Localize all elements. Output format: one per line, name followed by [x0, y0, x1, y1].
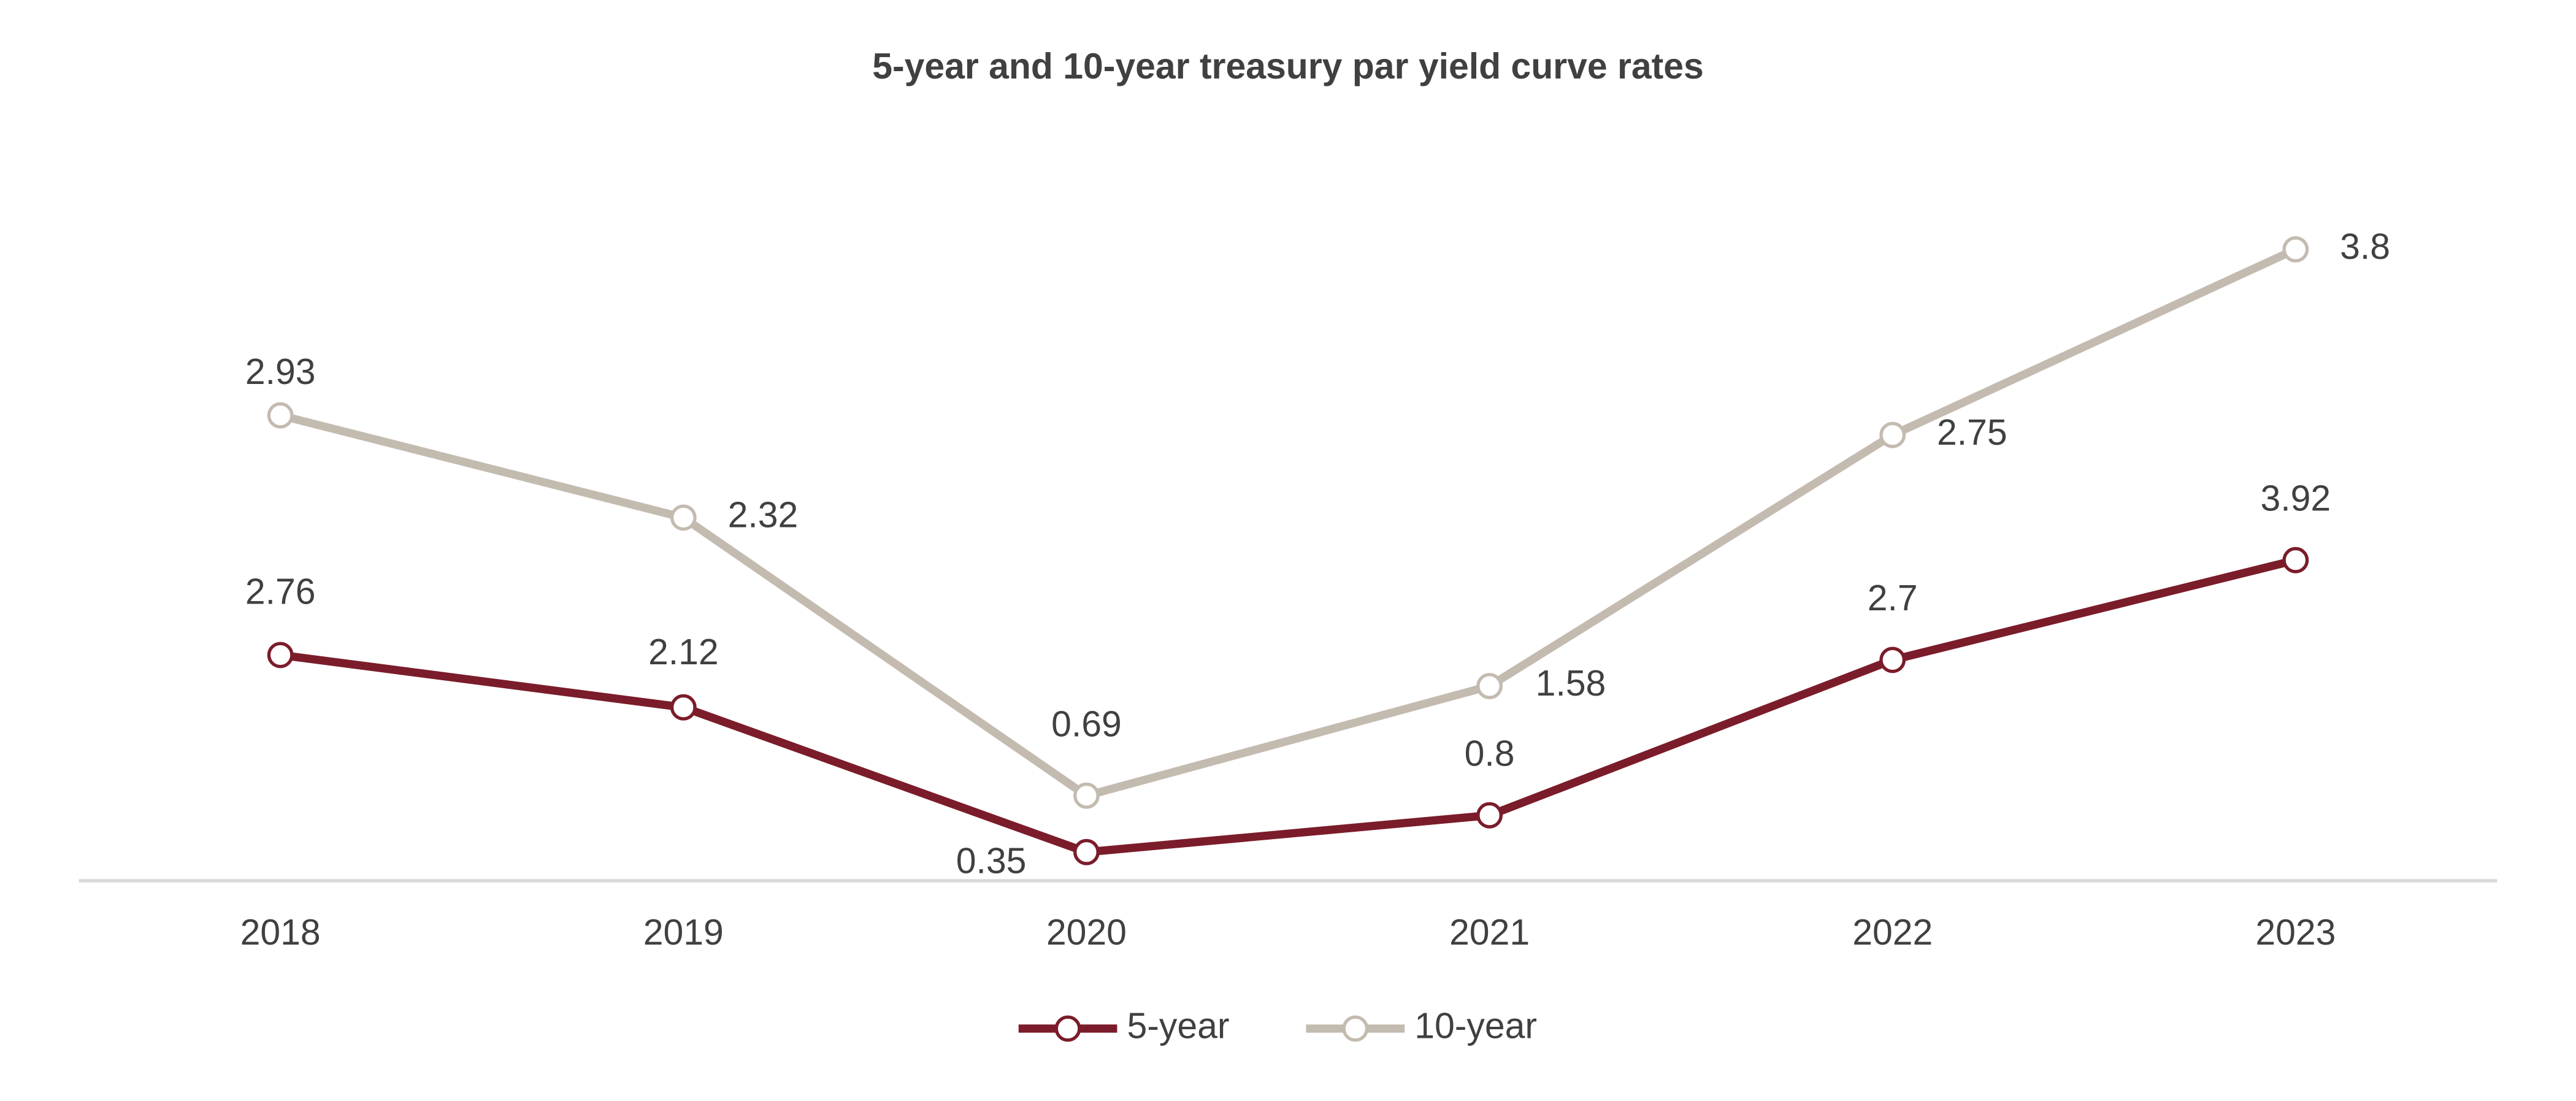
data-label: 3.92: [2261, 478, 2331, 518]
marker: [1476, 673, 1503, 699]
marker: [670, 694, 697, 721]
legend-label: 5-year: [1127, 1007, 1230, 1046]
legend-label: 10-year: [1414, 1007, 1537, 1046]
series-line: [279, 245, 2298, 800]
data-label: 2.32: [728, 495, 799, 535]
marker: [670, 504, 697, 531]
x-tick-label: 2019: [643, 913, 724, 953]
x-tick-label: 2018: [240, 913, 321, 953]
data-label: 2.7: [1868, 578, 1918, 618]
x-tick-label: 2021: [1449, 913, 1530, 953]
marker: [2282, 236, 2309, 263]
marker: [1073, 838, 1100, 865]
marker: [1879, 421, 1906, 448]
data-label: 2.75: [1937, 413, 2007, 453]
data-label: 0.8: [1465, 734, 1515, 773]
data-label: 2.93: [245, 352, 316, 392]
x-tick-label: 2023: [2255, 913, 2336, 953]
series-line: [280, 556, 2297, 856]
x-tick-label: 2022: [1852, 913, 1933, 953]
marker: [267, 402, 294, 429]
data-label: 1.58: [1536, 664, 1606, 704]
marker: [2282, 547, 2309, 574]
data-label: 2.12: [648, 632, 719, 672]
legend-marker: [1054, 1015, 1081, 1042]
marker: [1073, 782, 1100, 809]
marker: [1879, 646, 1906, 673]
marker: [267, 642, 294, 669]
data-label: 0.69: [1051, 704, 1122, 744]
data-label: 2.76: [245, 572, 316, 612]
x-tick-label: 2020: [1046, 913, 1127, 953]
data-label: 3.8: [2340, 227, 2390, 267]
marker: [1476, 802, 1503, 829]
legend-marker: [1342, 1015, 1369, 1042]
data-label: 0.35: [956, 842, 1027, 881]
chart-title: 5-year and 10-year treasury par yield cu…: [872, 47, 1704, 86]
